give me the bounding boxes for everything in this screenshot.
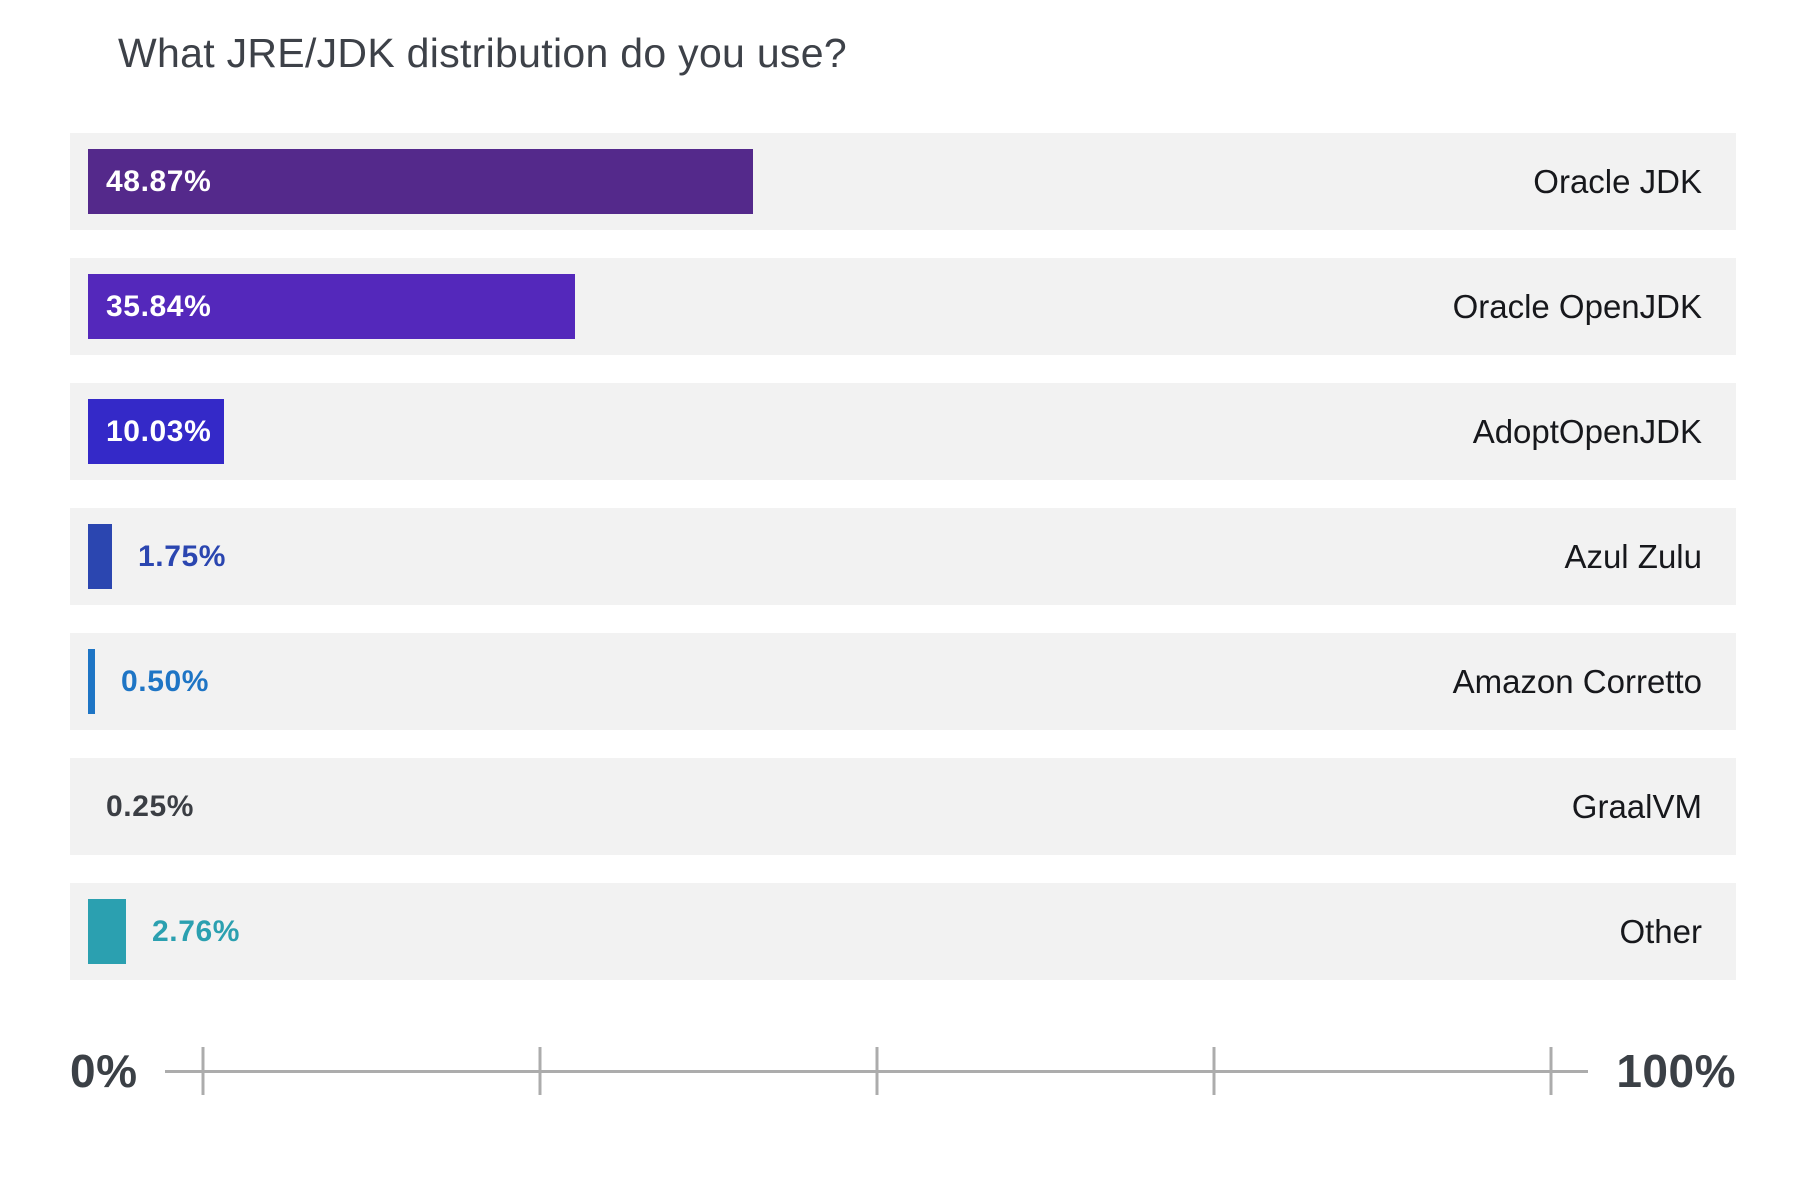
bar — [88, 524, 112, 589]
axis-tick — [538, 1047, 542, 1095]
bar-row: 0.25% GraalVM — [70, 758, 1736, 855]
bar-value-label: 48.87% — [106, 164, 212, 198]
x-axis: 0% 100% — [70, 1044, 1736, 1098]
category-label: Oracle JDK — [1533, 162, 1702, 200]
axis-tick — [201, 1047, 205, 1095]
bar-row: 48.87% Oracle JDK — [70, 133, 1736, 230]
bar-value-label: 1.75% — [138, 539, 227, 573]
bar-row: 2.76% Other — [70, 883, 1736, 980]
axis-tick — [875, 1047, 879, 1095]
axis-tick — [1212, 1047, 1216, 1095]
axis-tick — [1549, 1047, 1553, 1095]
category-label: Oracle OpenJDK — [1452, 287, 1702, 325]
axis-min-label: 0% — [70, 1045, 138, 1097]
bar-value-label: 2.76% — [152, 914, 241, 948]
bar — [88, 899, 126, 964]
bar-value-label: 35.84% — [106, 289, 212, 323]
bar-value-label: 0.50% — [121, 664, 210, 698]
bar-value-label: 10.03% — [106, 414, 212, 448]
category-label: GraalVM — [1571, 787, 1702, 825]
bar-row: 35.84% Oracle OpenJDK — [70, 258, 1736, 355]
bar-row: 1.75% Azul Zulu — [70, 508, 1736, 605]
category-label: Other — [1619, 912, 1702, 950]
chart-title: What JRE/JDK distribution do you use? — [118, 30, 847, 76]
axis-max-label: 100% — [1616, 1045, 1736, 1097]
bar — [88, 649, 95, 714]
bar-rows: 48.87% Oracle JDK 35.84% Oracle OpenJDK … — [70, 133, 1736, 980]
bar — [88, 399, 224, 464]
bar-value-label: 0.25% — [106, 789, 195, 823]
category-label: AdoptOpenJDK — [1472, 412, 1702, 450]
axis-line — [165, 1047, 1589, 1095]
category-label: Azul Zulu — [1564, 537, 1702, 575]
bar-row: 0.50% Amazon Corretto — [70, 633, 1736, 730]
bar — [88, 274, 575, 339]
axis-ticks — [201, 1047, 1553, 1095]
category-label: Amazon Corretto — [1452, 662, 1702, 700]
bar-row: 10.03% AdoptOpenJDK — [70, 383, 1736, 480]
bar — [88, 149, 753, 214]
